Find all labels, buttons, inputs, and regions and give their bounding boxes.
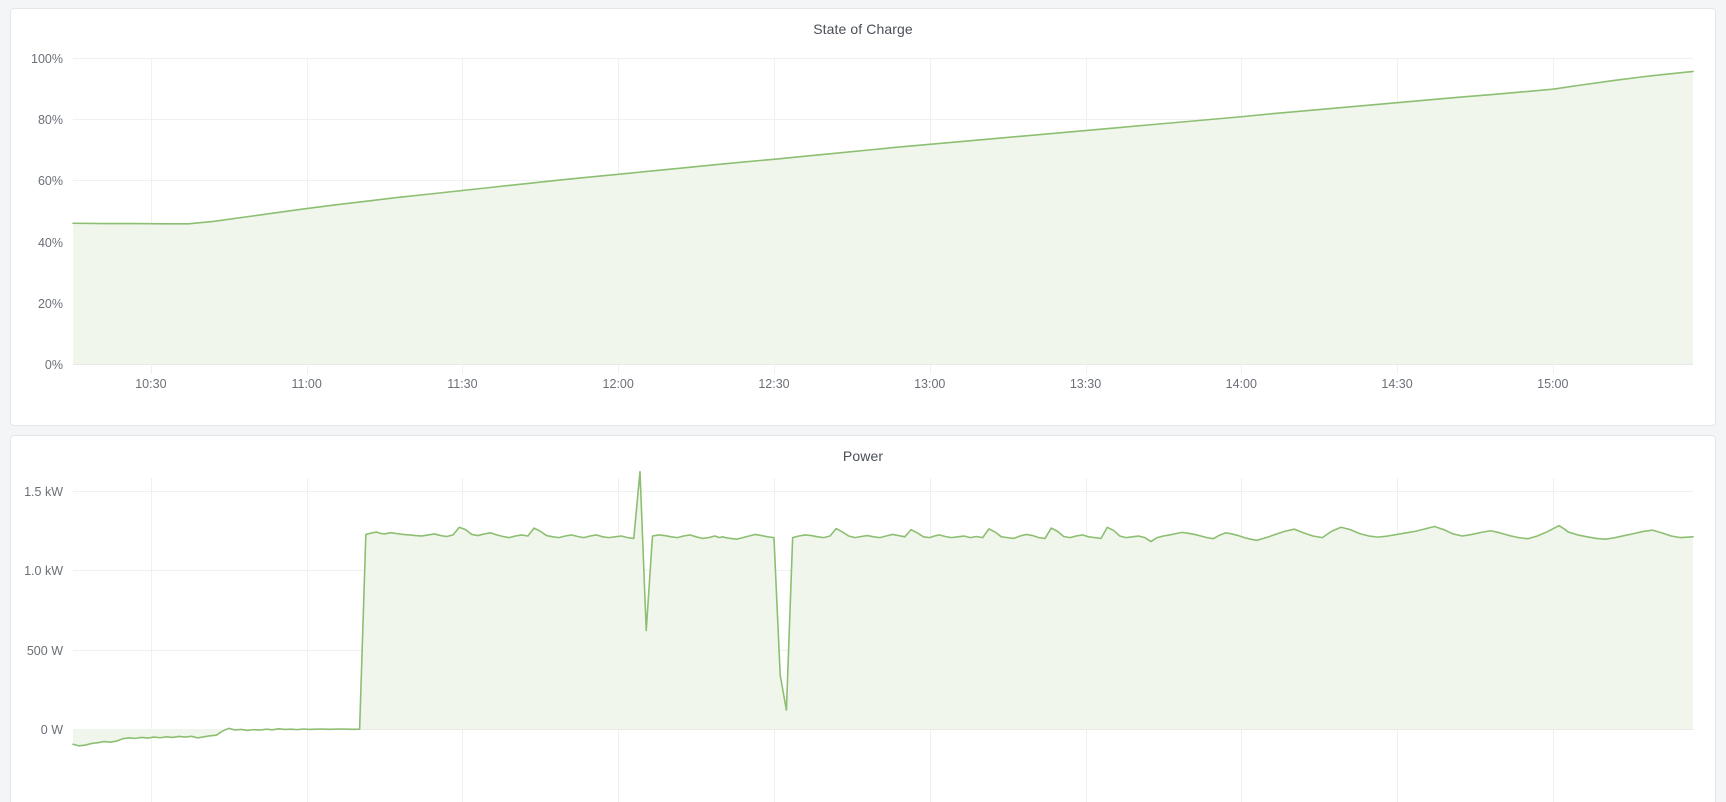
y-axis-tick-label: 500 W bbox=[27, 644, 63, 658]
y-axis-tick-label: 0% bbox=[45, 358, 63, 372]
x-axis-tick-label: 12:30 bbox=[758, 377, 789, 391]
series-area-fill bbox=[73, 471, 1693, 746]
chart-svg-power: 0 W 500 W 1.0 kW 1.5 kW bbox=[24, 470, 1694, 802]
x-axis-tick-label: 11:00 bbox=[291, 377, 321, 391]
x-axis-tick-label: 14:00 bbox=[1226, 377, 1257, 391]
x-axis-tick-label: 13:00 bbox=[914, 377, 945, 391]
x-axis-tick-label: 11:30 bbox=[447, 377, 477, 391]
panel-state-of-charge: State of Charge 0% 20% 40% 60% 80% 100% 10:30 1… bbox=[10, 8, 1716, 426]
y-axis-tick-label: 1.0 kW bbox=[24, 564, 63, 578]
chart-power[interactable]: 0 W 500 W 1.0 kW 1.5 kW bbox=[11, 436, 1715, 802]
series-line bbox=[72, 70, 1694, 225]
panel-title-power: Power bbox=[842, 448, 884, 464]
x-axis-tick-label: 10:30 bbox=[135, 377, 166, 391]
y-axis-tick-label: 40% bbox=[38, 236, 63, 250]
series-area-fill bbox=[73, 71, 1693, 365]
series-line bbox=[72, 470, 1694, 747]
panel-power: Power 0 W 500 W 1.0 kW 1.5 kW bbox=[10, 435, 1716, 802]
y-axis-tick-label: 100% bbox=[31, 52, 63, 66]
chart-svg-state-of-charge: 0% 20% 40% 60% 80% 100% 10:30 11:00 11:30 12:00 12… bbox=[31, 52, 1694, 391]
y-axis-tick-label: 60% bbox=[38, 174, 63, 188]
y-axis-tick-label: 1.5 kW bbox=[24, 485, 63, 499]
chart-state-of-charge[interactable]: 0% 20% 40% 60% 80% 100% 10:30 11:00 11:30 12:00 12… bbox=[11, 9, 1715, 425]
x-axis-tick-label: 15:00 bbox=[1537, 377, 1568, 391]
panel-title-state-of-charge: State of Charge bbox=[813, 21, 913, 37]
x-axis-tick-label: 14:30 bbox=[1381, 377, 1412, 391]
y-axis-tick-label: 0 W bbox=[41, 723, 63, 737]
y-axis-tick-label: 80% bbox=[38, 113, 63, 127]
x-axis-tick-label: 13:30 bbox=[1070, 377, 1101, 391]
x-axis-tick-label: 12:00 bbox=[603, 377, 634, 391]
y-axis-tick-label: 20% bbox=[38, 297, 63, 311]
